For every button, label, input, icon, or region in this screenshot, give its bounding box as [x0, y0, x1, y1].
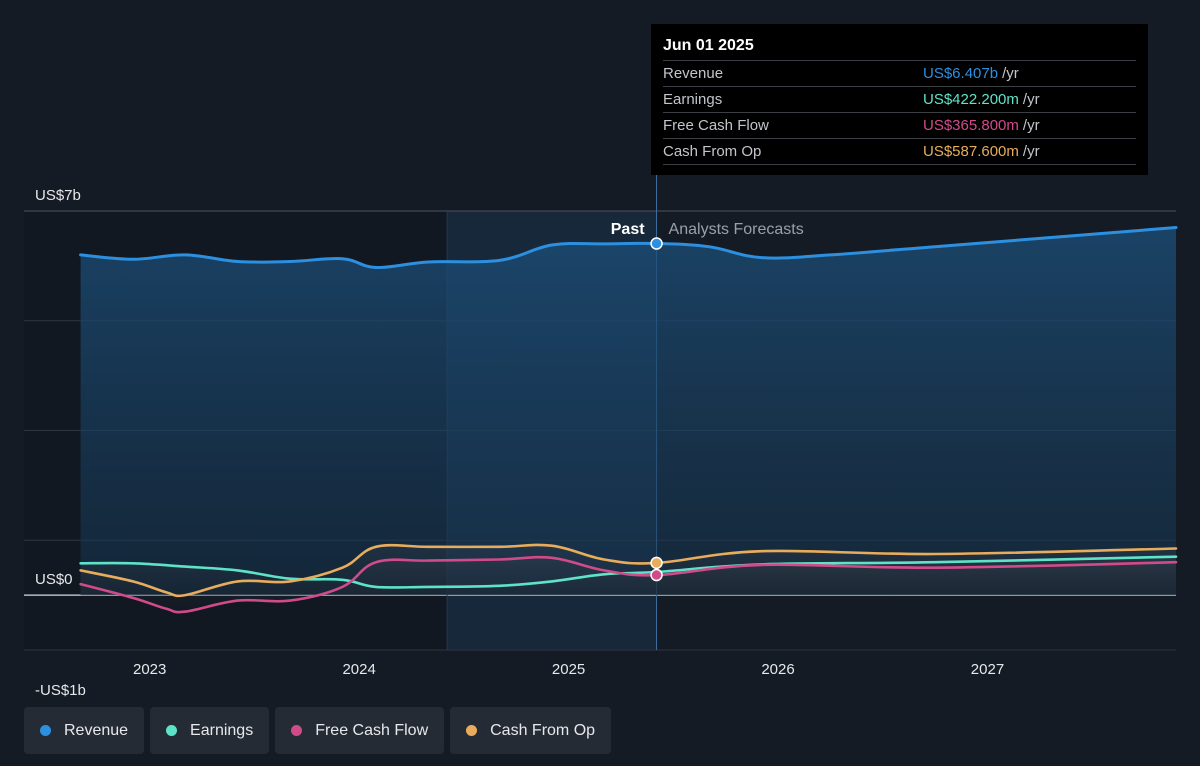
legend-label: Earnings — [190, 721, 254, 739]
past-label: Past — [611, 221, 645, 238]
tooltip-row-free-cash-flow: Free Cash Flow US$365.800m /yr — [663, 112, 1136, 138]
free-cash-flow-marker — [650, 568, 663, 582]
revenue-marker — [650, 237, 663, 250]
cash-from-op-dot-icon — [466, 725, 478, 736]
legend-label: Cash From Op — [490, 721, 596, 739]
legend-item-revenue[interactable]: Revenue — [24, 707, 145, 754]
tooltip-unit: /yr — [1022, 117, 1040, 134]
cash-from-op-line — [79, 543, 1178, 598]
earnings-line — [79, 555, 1178, 589]
tooltip-row-revenue: Revenue US$6.407b /yr — [663, 60, 1136, 86]
tooltip-label: Free Cash Flow — [663, 117, 769, 134]
legend-item-free-cash-flow[interactable]: Free Cash Flow — [275, 707, 445, 754]
tooltip-value: US$422.200m — [923, 91, 1019, 108]
tooltip: Jun 01 2025 Revenue US$6.407b /yr Earnin… — [651, 24, 1148, 175]
legend-item-cash-from-op[interactable]: Cash From Op — [450, 707, 612, 754]
legend-label: Free Cash Flow — [315, 721, 429, 739]
tooltip-unit: /yr — [1002, 65, 1019, 82]
forecast-label: Analysts Forecasts — [669, 221, 804, 238]
tooltip-label: Revenue — [663, 65, 724, 82]
y-axis-label: US$7b — [35, 187, 81, 204]
x-tick-label: 2023 — [133, 661, 166, 678]
tooltip-unit: /yr — [1022, 91, 1040, 108]
legend-item-earnings[interactable]: Earnings — [150, 707, 270, 754]
revenue-line — [79, 226, 1178, 270]
tooltip-unit: /yr — [1022, 143, 1040, 160]
x-tick-label: 2027 — [971, 661, 1004, 678]
revenue-area — [80, 227, 1177, 596]
tooltip-value: US$587.600m — [923, 143, 1019, 160]
x-tick-label: 2026 — [761, 661, 794, 678]
tooltip-row-earnings: Earnings US$422.200m /yr — [663, 86, 1136, 112]
free-cash-flow-line — [79, 555, 1178, 614]
free-cash-flow-dot-icon — [291, 725, 303, 736]
y-axis-label: US$0 — [35, 571, 73, 588]
tooltip-label: Cash From Op — [663, 143, 762, 160]
y-axis-label: -US$1b — [35, 682, 86, 699]
legend-label: Revenue — [64, 721, 129, 739]
tooltip-date: Jun 01 2025 — [663, 37, 754, 54]
revenue-dot-icon — [40, 725, 51, 736]
tooltip-label: Earnings — [663, 91, 723, 108]
earnings-dot-icon — [166, 725, 178, 736]
x-tick-label: 2024 — [342, 661, 375, 678]
cash-from-op-marker — [650, 556, 663, 570]
legend: Revenue Earnings Free Cash Flow Cash Fro… — [24, 707, 612, 754]
tooltip-value: US$365.800m — [923, 117, 1019, 134]
x-tick-label: 2025 — [552, 661, 585, 678]
tooltip-value: US$6.407b — [923, 65, 999, 82]
tooltip-row-cash-from-op: Cash From Op US$587.600m /yr — [663, 138, 1136, 165]
